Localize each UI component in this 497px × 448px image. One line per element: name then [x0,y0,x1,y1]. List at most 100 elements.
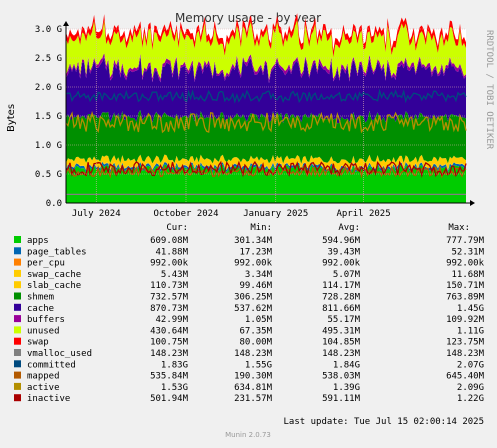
last-update: Last update: Tue Jul 15 02:00:14 2025 [284,417,484,427]
legend-cur: 430.64M [150,326,189,336]
legend-max: 150.71M [446,281,485,291]
legend-swatch [14,382,21,390]
legend-name: buffers [27,315,65,325]
legend-min: 306.25M [234,293,273,303]
legend-min: 3.34M [245,270,273,280]
legend-cur: 1.53G [161,383,188,393]
legend-row-inactive: inactive 501.94M 231.57M 591.11M 1.22G [14,394,484,404]
legend-swatch [14,315,21,323]
legend-cur: 148.23M [150,349,189,359]
y-axis-ticks: 0.0 0.5 G 1.0 G 1.5 G 2.0 G 2.5 G 3.0 G [35,25,62,209]
area-cache [66,55,466,124]
legend-min: 67.35M [239,326,272,336]
legend-swatch [14,394,21,402]
legend-cur: 992.00k [150,259,189,269]
legend-name: cache [27,304,54,314]
legend-min: 1.55G [245,360,272,370]
legend-max: 763.89M [446,293,485,303]
legend-cur: 42.99M [155,315,188,325]
legend-cur: 501.94M [150,394,189,404]
legend-min: 148.23M [234,349,273,359]
legend-header-cur: Cur: [166,223,188,233]
legend-header-avg: Avg: [338,223,360,233]
legend-swatch [14,281,21,289]
legend-cur: 1.83G [161,360,188,370]
legend-name: per_cpu [27,259,65,269]
legend-name: page_tables [27,247,87,257]
legend-max: 1.22G [457,394,484,404]
legend-swatch [14,292,21,300]
x-axis-ticks: July 2024 October 2024 January 2025 April 2… [72,209,391,219]
legend-max: 109.92M [446,315,485,325]
legend-min: 1.05M [245,315,273,325]
overlay-lines [65,88,467,196]
legend-swatch [14,371,21,379]
legend-name: slab_cache [27,281,81,291]
line-active [65,110,467,134]
legend-min: 231.57M [234,394,273,404]
y-tick-label: 0.5 G [35,170,62,180]
legend-avg: 992.00k [322,259,361,269]
x-tick-label: July 2024 [72,209,121,219]
legend-cur: 110.73M [150,281,189,291]
legend-swatch [14,269,21,277]
legend-name: unused [27,326,60,336]
legend-min: 301.34M [234,236,273,246]
legend-avg: 538.03M [322,372,361,382]
legend-max: 123.75M [446,338,485,348]
legend-max: 52.31M [451,247,484,257]
legend-avg: 811.66M [322,304,361,314]
legend-avg: 591.11M [322,394,361,404]
legend-name: vmalloc_used [27,349,92,359]
legend-name: committed [27,360,76,370]
legend-avg: 1.84G [333,360,360,370]
legend-header-max: Max: [448,223,470,233]
grid-lines [66,28,466,204]
legend-swatch [14,258,21,266]
y-tick-label: 3.0 G [35,25,62,35]
legend-max: 2.09G [457,383,484,393]
legend: apps 609.08M 301.34M 594.96M 777.79Mpage_tab… [14,236,485,404]
legend-row-shmem: shmem 732.57M 306.25M 728.28M 763.89M [14,292,485,303]
legend-max: 11.68M [451,270,484,280]
legend-header: Cur: Min: Avg: Max: [166,223,470,233]
legend-name: active [27,383,60,393]
legend-header-min: Min: [250,223,272,233]
legend-avg: 594.96M [322,236,361,246]
legend-max: 777.79M [446,236,485,246]
legend-row-vmalloc_used: vmalloc_used 148.23M 148.23M 148.23M 148.23M [14,349,485,359]
legend-max: 148.23M [446,349,485,359]
legend-cur: 5.43M [161,270,189,280]
line-mapped [65,164,467,179]
legend-row-per_cpu: per_cpu 992.00k 992.00k 992.00k 992.00k [14,258,485,269]
legend-name: swap_cache [27,270,81,280]
y-tick-label: 2.0 G [35,83,62,93]
legend-avg: 728.28M [322,293,361,303]
legend-row-swap: swap 100.75M 80.00M 104.85M 123.75M [14,337,485,348]
legend-name: mapped [27,372,60,382]
legend-max: 645.40M [446,372,485,382]
legend-min: 17.23M [239,247,272,257]
legend-avg: 39.43M [327,247,360,257]
area-buffers [66,53,466,84]
legend-row-swap_cache: swap_cache 5.43M 3.34M 5.07M 11.68M [14,269,485,280]
legend-row-unused: unused 430.64M 67.35M 495.31M 1.11G [14,326,484,336]
legend-row-mapped: mapped 535.84M 190.30M 538.03M 645.40M [14,371,485,382]
legend-avg: 114.17M [322,281,361,291]
legend-name: swap [27,338,49,348]
legend-row-committed: committed 1.83G 1.55G 1.84G 2.07G [14,360,484,370]
y-tick-label: 1.0 G [35,141,62,151]
legend-swatch [14,247,21,255]
legend-row-cache: cache 870.73M 537.62M 811.66M 1.45G [14,303,484,314]
y-axis-label: Bytes [6,104,17,132]
x-tick-label: October 2024 [153,209,218,219]
legend-swatch [14,360,21,368]
legend-row-apps: apps 609.08M 301.34M 594.96M 777.79M [14,236,485,246]
legend-max: 992.00k [446,259,485,269]
legend-min: 99.46M [239,281,272,291]
y-tick-label: 0.0 [46,199,62,209]
legend-min: 992.00k [234,259,273,269]
legend-min: 80.00M [239,338,272,348]
line-inactive [65,160,467,178]
